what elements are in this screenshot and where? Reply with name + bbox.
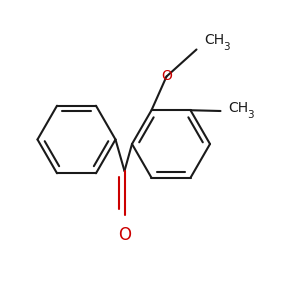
Text: 3: 3	[224, 41, 230, 52]
Text: 3: 3	[248, 110, 254, 121]
Text: O: O	[161, 70, 172, 83]
Text: CH: CH	[228, 101, 248, 115]
Text: O: O	[118, 226, 131, 244]
Text: CH: CH	[204, 34, 224, 47]
